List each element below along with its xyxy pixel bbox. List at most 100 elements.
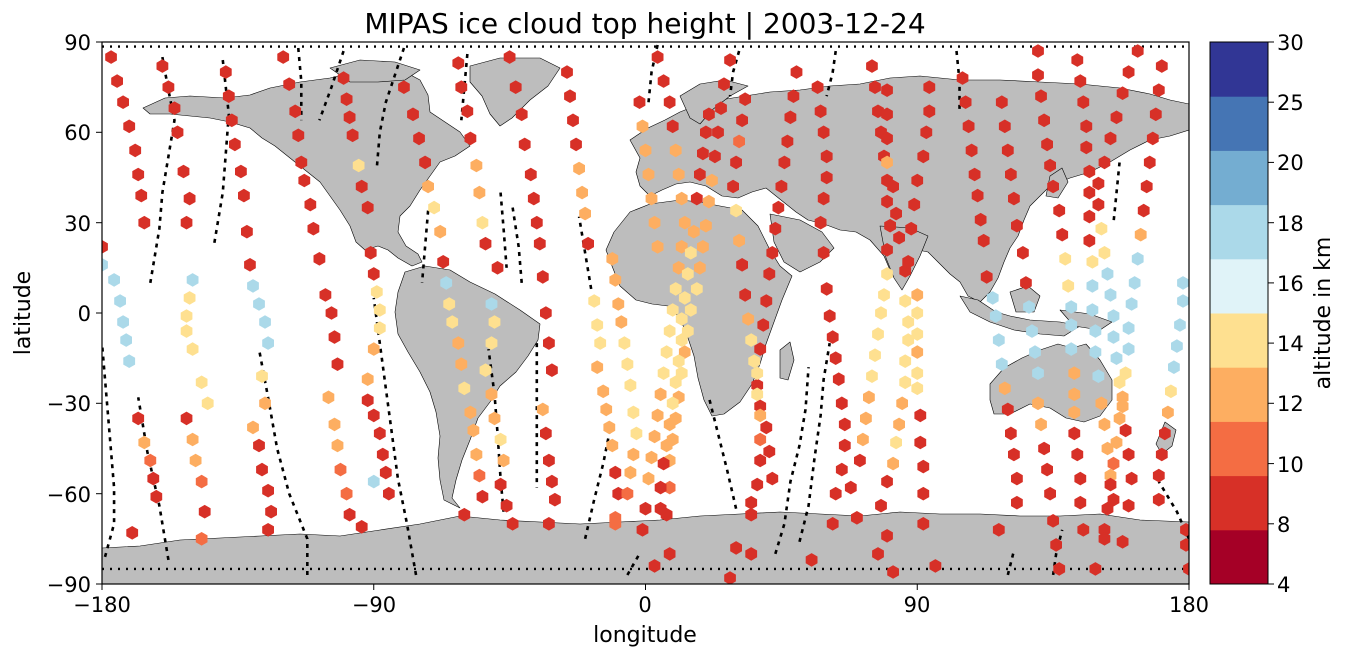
data-point	[881, 474, 893, 489]
data-point	[986, 291, 999, 305]
data-point	[654, 501, 667, 516]
data-point	[1001, 402, 1014, 417]
data-point	[340, 92, 353, 106]
data-point	[1035, 89, 1047, 103]
data-point	[367, 474, 380, 489]
data-point	[373, 321, 386, 335]
data-point	[902, 315, 915, 329]
data-point	[225, 113, 238, 128]
data-point	[669, 375, 682, 390]
colorbar-segment	[1210, 529, 1268, 585]
orbit-track	[499, 192, 508, 268]
data-point	[1044, 158, 1056, 173]
data-point	[500, 498, 513, 513]
data-point	[757, 318, 770, 332]
data-point	[881, 83, 893, 97]
data-point	[663, 417, 676, 432]
data-point	[265, 504, 277, 519]
data-point	[899, 354, 912, 368]
data-point	[328, 330, 341, 344]
data-point	[675, 191, 688, 206]
data-point	[1146, 131, 1159, 146]
land-masses	[102, 57, 1189, 584]
data-point	[247, 279, 259, 293]
data-point	[171, 125, 184, 140]
data-point	[256, 369, 268, 383]
data-point	[911, 288, 924, 302]
data-point	[262, 336, 274, 350]
data-point	[675, 333, 688, 347]
data-point	[675, 240, 688, 254]
data-point	[624, 378, 637, 393]
data-point	[473, 185, 486, 200]
y-tick-label: 30	[64, 212, 91, 236]
data-point	[639, 143, 652, 158]
data-point	[1032, 68, 1044, 82]
data-point	[594, 336, 607, 350]
data-point	[361, 393, 374, 408]
data-point	[863, 390, 875, 405]
colorbar-segment	[1210, 475, 1268, 531]
data-point	[715, 101, 727, 115]
data-point	[1110, 351, 1123, 365]
data-point	[1077, 523, 1090, 537]
data-point	[826, 517, 839, 531]
data-point	[1116, 86, 1129, 100]
data-point	[322, 390, 335, 405]
data-point	[582, 236, 594, 251]
land-arabia	[769, 213, 835, 273]
data-point	[712, 125, 724, 140]
data-point	[826, 330, 839, 344]
data-point	[328, 417, 341, 432]
data-point	[479, 363, 492, 377]
data-point	[745, 495, 758, 510]
data-point	[533, 236, 546, 251]
data-point	[603, 420, 616, 435]
data-point	[373, 426, 386, 441]
x-tick-label: −90	[352, 593, 396, 617]
data-point	[736, 113, 748, 128]
data-point	[346, 128, 359, 143]
data-point	[829, 351, 842, 365]
data-point	[564, 89, 576, 103]
data-point	[304, 197, 317, 212]
data-point	[730, 155, 742, 170]
colorbar-tick-label: 20	[1277, 151, 1304, 175]
data-point	[751, 378, 764, 393]
data-point	[606, 438, 619, 453]
data-point	[920, 125, 933, 140]
data-point	[660, 438, 673, 453]
colorbar-tick-label: 10	[1277, 453, 1304, 477]
data-point	[739, 92, 751, 106]
data-point	[929, 559, 942, 573]
data-point	[186, 432, 199, 447]
data-point	[138, 435, 151, 450]
data-point	[784, 110, 797, 125]
data-point	[343, 507, 356, 522]
colorbar-segment	[1210, 313, 1268, 368]
data-point	[198, 504, 211, 519]
data-point	[485, 336, 498, 350]
data-point	[488, 315, 501, 329]
data-point	[434, 224, 447, 239]
data-point	[180, 324, 193, 338]
data-point	[651, 408, 664, 423]
data-point	[117, 95, 129, 109]
orbit-track	[1112, 162, 1121, 223]
orbit-tracks	[102, 44, 1189, 576]
data-point	[748, 354, 761, 368]
data-point	[769, 221, 782, 236]
data-point	[364, 246, 377, 260]
colorbar-segment	[1210, 150, 1268, 206]
data-point	[962, 119, 975, 134]
data-point	[636, 523, 649, 537]
data-point	[1062, 279, 1075, 293]
data-point	[881, 155, 893, 170]
data-point	[241, 224, 253, 239]
data-point	[666, 119, 679, 134]
data-point	[379, 465, 392, 480]
data-point	[1041, 462, 1053, 477]
orbit-track	[257, 348, 309, 575]
data-point	[518, 137, 531, 152]
